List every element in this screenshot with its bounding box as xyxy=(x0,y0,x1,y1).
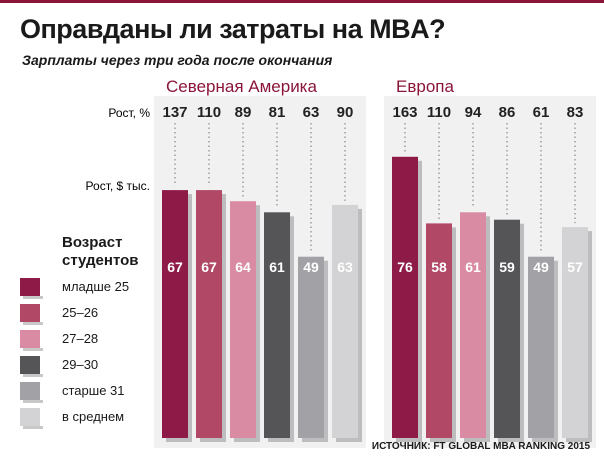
bar xyxy=(494,219,520,438)
legend-swatch xyxy=(20,382,43,403)
bar-value-label: 64 xyxy=(235,259,251,275)
legend-item: старше 31 xyxy=(20,382,139,408)
growth-pct-label: 137 xyxy=(162,104,187,121)
growth-pct-label: 163 xyxy=(392,104,417,121)
growth-pct-label: 63 xyxy=(303,104,320,121)
bar-value-label: 49 xyxy=(303,259,319,275)
bar xyxy=(162,190,188,438)
bar-value-label: 49 xyxy=(533,259,549,275)
legend-item: 27–28 xyxy=(20,330,139,356)
bar-value-label: 67 xyxy=(201,259,217,275)
bar-value-label: 58 xyxy=(431,259,447,275)
growth-pct-label: 94 xyxy=(465,104,482,121)
growth-pct-label: 110 xyxy=(427,104,451,121)
legend-item: 29–30 xyxy=(20,356,139,382)
bar-value-label: 61 xyxy=(269,259,285,275)
legend-item: 25–26 xyxy=(20,304,139,330)
source-note: ИСТОЧНИК: FT GLOBAL MBA RANKING 2015 xyxy=(371,441,590,452)
bar xyxy=(230,201,256,438)
bar xyxy=(460,212,486,438)
legend-label: младше 25 xyxy=(62,279,130,294)
legend: Возраст студентов младше 25 25–26 27–28 29–… xyxy=(20,234,139,434)
legend-label: старше 31 xyxy=(62,383,125,398)
bar xyxy=(426,223,452,438)
bar-value-label: 76 xyxy=(397,259,413,275)
growth-pct-label: 90 xyxy=(337,104,354,121)
growth-pct-label: 89 xyxy=(235,104,252,121)
bar xyxy=(298,256,324,438)
region-label-1: Европа xyxy=(396,77,454,96)
bar xyxy=(392,156,418,439)
top-accent-line xyxy=(0,0,604,3)
legend-label: 27–28 xyxy=(62,331,99,346)
region-label-0: Северная Америка xyxy=(166,77,317,96)
legend-title: Возраст студентов xyxy=(62,234,139,269)
legend-swatch xyxy=(20,330,43,351)
bar-value-label: 67 xyxy=(167,259,183,275)
chart-subtitle: Зарплаты через три года после окончания xyxy=(22,52,333,68)
bar xyxy=(332,204,358,438)
legend-swatch xyxy=(20,356,43,377)
bar xyxy=(528,256,554,438)
bar-value-label: 63 xyxy=(337,259,353,275)
growth-pct-label: 81 xyxy=(269,104,286,121)
bar xyxy=(196,190,222,438)
bar-value-label: 61 xyxy=(465,259,481,275)
bar-value-label: 57 xyxy=(567,259,583,275)
legend-label: 25–26 xyxy=(62,305,99,320)
legend-swatch xyxy=(20,278,43,299)
growth-pct-row-label: Рост, % xyxy=(108,106,150,120)
bar-value-label: 59 xyxy=(499,259,515,275)
bar xyxy=(264,212,290,438)
growth-pct-label: 86 xyxy=(499,104,516,121)
legend-items: младше 25 25–26 27–28 29–30 старше 31 в средн… xyxy=(20,278,139,434)
legend-swatch xyxy=(20,304,43,325)
bar xyxy=(562,227,588,438)
chart-title: Оправданы ли затраты на MBA? xyxy=(20,14,446,44)
growth-usd-row-label: Рост, $ тыс. xyxy=(86,179,150,193)
growth-pct-label: 61 xyxy=(533,104,550,121)
legend-item: младше 25 xyxy=(20,278,139,304)
growth-pct-label: 83 xyxy=(567,104,584,121)
legend-item: в среднем xyxy=(20,408,139,434)
growth-pct-label: 110 xyxy=(197,104,221,121)
legend-swatch xyxy=(20,408,43,429)
legend-label: в среднем xyxy=(62,409,125,424)
legend-label: 29–30 xyxy=(62,357,99,372)
